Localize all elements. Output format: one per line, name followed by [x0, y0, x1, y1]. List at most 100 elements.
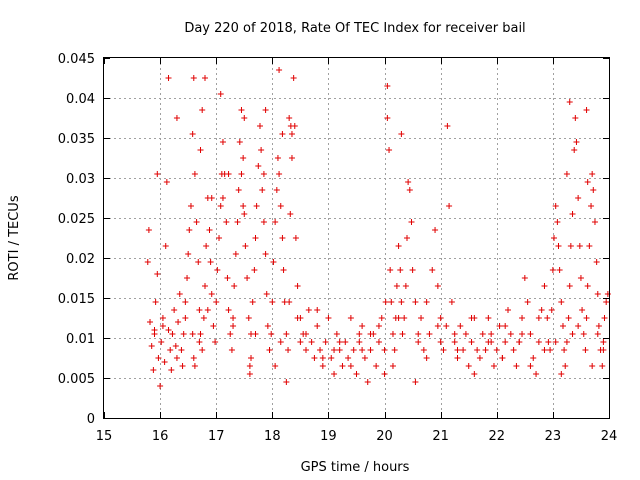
data-point: [235, 187, 242, 193]
data-point: [541, 347, 548, 353]
data-point: [555, 243, 562, 249]
data-point: [382, 299, 389, 305]
data-point: [485, 315, 492, 321]
data-point: [429, 267, 436, 273]
data-point: [345, 355, 352, 361]
data-point: [223, 219, 230, 225]
data-point: [264, 323, 271, 329]
data-point: [189, 131, 196, 137]
data-point: [331, 347, 338, 353]
data-point: [230, 315, 237, 321]
data-point: [269, 299, 276, 305]
data-point: [173, 115, 180, 121]
data-point: [279, 131, 286, 137]
data-point: [571, 147, 578, 153]
data-point: [551, 235, 558, 241]
axis-ticks: [104, 58, 610, 419]
data-point: [423, 299, 430, 305]
data-point: [573, 139, 580, 145]
data-point: [197, 147, 204, 153]
data-point: [590, 187, 597, 193]
data-point: [493, 347, 500, 353]
data-point: [482, 347, 489, 353]
data-point: [432, 227, 439, 233]
data-point: [238, 171, 245, 177]
x-tick-label: 23: [545, 429, 562, 444]
data-point: [567, 243, 574, 249]
data-point: [575, 323, 582, 329]
data-point: [225, 307, 232, 313]
data-point: [389, 331, 396, 337]
data-point: [207, 259, 214, 265]
data-point: [535, 315, 542, 321]
data-point: [580, 331, 587, 337]
data-point: [154, 171, 161, 177]
data-point: [150, 367, 157, 373]
data-point: [292, 235, 299, 241]
data-point: [253, 203, 260, 209]
data-point: [488, 331, 495, 337]
data-point: [294, 315, 301, 321]
data-point: [397, 267, 404, 273]
data-point: [314, 323, 321, 329]
data-point: [381, 371, 388, 377]
data-point: [389, 363, 396, 369]
data-point: [227, 331, 234, 337]
data-point: [212, 339, 219, 345]
data-point: [163, 179, 170, 185]
data-point: [216, 235, 223, 241]
data-point: [231, 283, 238, 289]
data-point: [367, 331, 374, 337]
data-point: [190, 355, 197, 361]
y-tick-label: 0.04: [66, 92, 95, 107]
data-point: [173, 355, 180, 361]
data-point: [185, 251, 192, 257]
data-point: [457, 323, 464, 329]
data-point: [510, 347, 517, 353]
data-point: [454, 347, 461, 353]
data-point: [359, 323, 366, 329]
data-point: [303, 347, 309, 353]
data-point: [213, 299, 220, 305]
data-point: [347, 315, 354, 321]
data-point: [465, 363, 472, 369]
y-tick-label: 0.01: [66, 332, 95, 347]
data-point: [273, 187, 280, 193]
data-point: [270, 259, 277, 265]
y-tick-label: 0.035: [58, 132, 95, 147]
data-point: [548, 307, 555, 313]
data-point: [468, 339, 475, 345]
data-point: [591, 219, 598, 225]
data-point: [490, 363, 497, 369]
data-point: [451, 339, 458, 345]
data-point: [236, 139, 243, 145]
data-point: [161, 359, 168, 365]
data-point: [199, 347, 206, 353]
data-point: [219, 139, 226, 145]
data-point: [186, 227, 193, 233]
data-point: [479, 331, 486, 337]
data-point: [559, 323, 566, 329]
data-point: [165, 327, 172, 333]
data-point: [244, 275, 251, 281]
data-point: [434, 323, 441, 329]
data-point: [524, 299, 531, 305]
data-point: [569, 331, 576, 337]
data-point: [208, 291, 215, 297]
data-point: [519, 315, 526, 321]
data-point: [533, 371, 540, 377]
data-point: [272, 363, 279, 369]
x-tick-label: 22: [489, 429, 506, 444]
data-point: [279, 235, 286, 241]
data-point: [248, 355, 255, 361]
data-point: [544, 315, 551, 321]
data-point: [252, 331, 259, 337]
data-point: [496, 323, 503, 329]
data-point: [158, 339, 165, 345]
data-point: [147, 319, 154, 325]
grid: [104, 58, 609, 418]
data-point: [468, 315, 475, 321]
data-point: [169, 331, 176, 337]
data-point: [594, 331, 601, 337]
data-point: [196, 339, 203, 345]
